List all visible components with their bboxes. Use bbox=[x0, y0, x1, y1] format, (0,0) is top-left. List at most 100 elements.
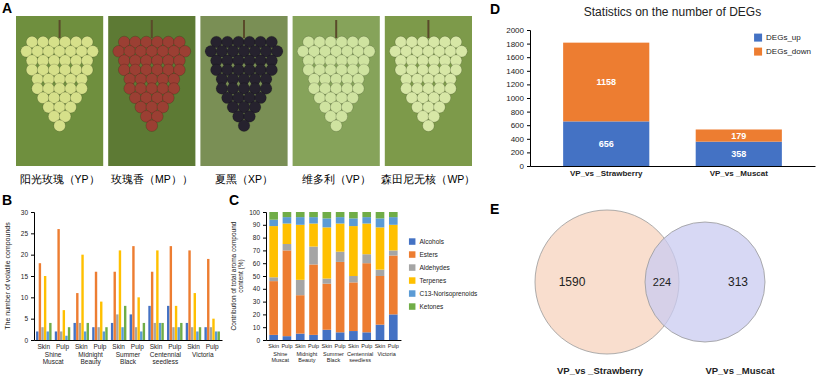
x-tick: Skin bbox=[37, 343, 50, 350]
group-label: Victoria bbox=[378, 351, 397, 357]
x-tick: Pulp bbox=[281, 343, 292, 349]
marks bbox=[36, 229, 220, 340]
y-tick-mark bbox=[527, 139, 530, 140]
y-tick: 1200 bbox=[506, 80, 530, 89]
y-axis: 051015202530 bbox=[21, 209, 35, 344]
marks bbox=[563, 43, 782, 166]
y-axis-line bbox=[527, 31, 531, 167]
bar-segment bbox=[349, 218, 358, 226]
text-line: Black bbox=[120, 358, 137, 365]
text-line: Victoria bbox=[192, 351, 214, 358]
bar bbox=[111, 323, 113, 340]
photo bbox=[293, 16, 380, 166]
bar bbox=[76, 293, 78, 340]
bar-segment bbox=[349, 331, 358, 340]
y-tick-label: 80 bbox=[253, 234, 261, 241]
bar-segment bbox=[269, 220, 278, 226]
legend-item: Aldehydes bbox=[409, 264, 451, 272]
bar bbox=[204, 327, 206, 340]
bar bbox=[170, 246, 172, 340]
bar bbox=[167, 306, 169, 340]
bar-segment bbox=[309, 217, 318, 223]
x-tick-label: Skin bbox=[348, 343, 359, 349]
bar-segment bbox=[269, 226, 278, 277]
y-tick-mark bbox=[527, 166, 530, 167]
chart-title: Statistics on the number of DEGs bbox=[584, 5, 761, 19]
bar bbox=[151, 272, 153, 340]
bar bbox=[143, 323, 145, 340]
bar bbox=[92, 327, 94, 340]
grape bbox=[146, 120, 158, 132]
y-tick-label: 10 bbox=[21, 294, 29, 301]
y-tick-label: 25 bbox=[21, 230, 29, 237]
grape-stem bbox=[243, 20, 245, 38]
x-tick-label: Skin bbox=[75, 343, 88, 350]
bar-segment bbox=[376, 270, 385, 276]
x-tick: Pulp bbox=[131, 343, 144, 351]
panel-letter: E bbox=[490, 201, 499, 217]
grape-stem bbox=[59, 20, 61, 38]
bar-segment bbox=[389, 225, 398, 251]
y-tick: 1600 bbox=[506, 53, 530, 62]
y-axis-line bbox=[263, 213, 267, 341]
bar-segment bbox=[269, 281, 278, 335]
x-tick: Pulp bbox=[388, 343, 399, 349]
y-axis-title: Contribution of total aroma compoundcont… bbox=[230, 221, 245, 330]
text-line: seedless bbox=[153, 358, 179, 365]
bar bbox=[114, 272, 116, 340]
bar bbox=[41, 327, 43, 340]
panel-letter: A bbox=[2, 0, 12, 16]
text-line: Centennial bbox=[150, 351, 182, 358]
text-line: Beauty bbox=[80, 358, 101, 366]
bar-segment bbox=[362, 212, 371, 217]
bar bbox=[44, 276, 46, 340]
data-label: 1158 bbox=[596, 77, 616, 87]
bar-segment bbox=[349, 212, 358, 218]
y-tick-mark bbox=[263, 302, 266, 303]
x-tick: VP_vs _Muscat bbox=[710, 169, 769, 178]
group-label: SummerBlack bbox=[323, 351, 344, 363]
bar bbox=[207, 259, 209, 340]
venn-intersection: 224 bbox=[653, 276, 671, 288]
y-tick: 0 bbox=[256, 337, 266, 344]
venn-set-name: VP_vs _Strawberry bbox=[557, 365, 644, 376]
x-tick-label: Pulp bbox=[361, 343, 372, 349]
grape bbox=[238, 120, 250, 132]
bar-segment bbox=[389, 250, 398, 255]
bar bbox=[159, 323, 161, 340]
x-tick-label: VP_vs _Muscat bbox=[710, 169, 769, 178]
bar-segment bbox=[362, 332, 371, 340]
y-tick: 0 bbox=[520, 162, 530, 171]
bar-segment bbox=[309, 247, 318, 265]
grape-stem bbox=[335, 20, 337, 38]
bar bbox=[210, 327, 212, 340]
x-tick-label: VP_vs _Strawberry bbox=[570, 169, 643, 178]
y-tick: 600 bbox=[511, 121, 530, 130]
bar bbox=[215, 331, 217, 340]
bar bbox=[63, 310, 65, 340]
y-tick-label: 2000 bbox=[506, 26, 524, 35]
bar-segment bbox=[283, 250, 292, 336]
bar bbox=[140, 331, 142, 340]
bar-segment bbox=[309, 335, 318, 340]
y-tick-mark bbox=[31, 297, 34, 298]
legend-swatch bbox=[409, 277, 416, 284]
y-tick-label: 90 bbox=[253, 221, 261, 228]
bar bbox=[130, 314, 132, 340]
grape-stem bbox=[151, 20, 153, 38]
bar bbox=[191, 327, 193, 340]
bar-segment bbox=[309, 224, 318, 247]
x-tick: Skin bbox=[112, 343, 125, 350]
bar-segment bbox=[309, 212, 318, 217]
photo bbox=[16, 16, 103, 166]
y-tick: 20 bbox=[253, 311, 266, 318]
legend-item: DEGs_down bbox=[754, 47, 811, 56]
grape-stem bbox=[427, 20, 429, 38]
group-label: ShineMuscat bbox=[43, 351, 64, 365]
y-tick-mark bbox=[263, 314, 266, 315]
text-line: Shine bbox=[45, 351, 62, 358]
y-tick: 800 bbox=[511, 108, 530, 117]
y-tick-label: 0 bbox=[24, 337, 28, 344]
grape bbox=[54, 120, 66, 132]
bar bbox=[119, 250, 121, 340]
